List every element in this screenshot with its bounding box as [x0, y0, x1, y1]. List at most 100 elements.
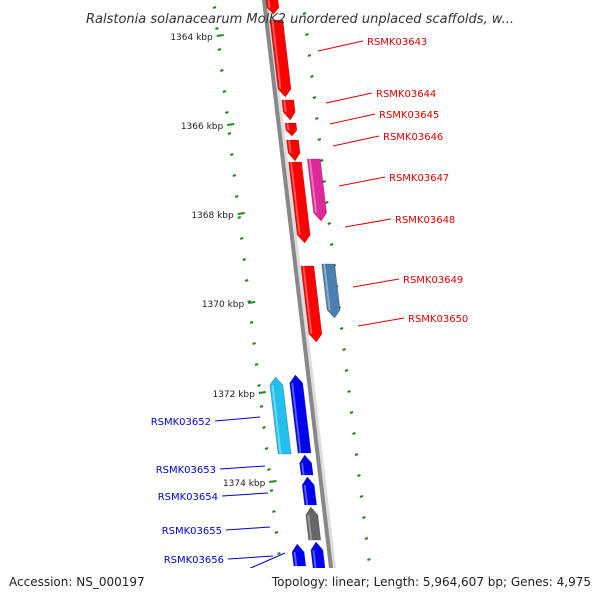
- gene-leader-line: [352, 278, 400, 288]
- ruler-tick: [272, 510, 276, 513]
- accession-text: Accession: NS_000197: [9, 575, 145, 589]
- ruler-tick: [242, 258, 246, 261]
- gene-arrow-rsmk03654-highlight: [301, 463, 305, 475]
- ruler-tick: [352, 432, 356, 435]
- gene-arrow-rsmk03643-highlight: [271, 20, 282, 89]
- gene-arrow-rsmk03648[interactable]: [288, 161, 311, 244]
- ruler-tick: [342, 348, 346, 351]
- footer-bar: [0, 568, 600, 600]
- gene-label[interactable]: RSMK03655: [162, 526, 222, 537]
- gene-arrow-rsmk03657-shape[interactable]: [291, 543, 307, 567]
- gene-arrow-rsmk03653[interactable]: [289, 374, 312, 454]
- gene-label[interactable]: RSMK03650: [408, 314, 468, 325]
- backbone-line: [262, 0, 337, 600]
- gene-arrow-rsmk03643-shape[interactable]: [269, 19, 292, 98]
- gene-arrow-rsmk03649-shape[interactable]: [321, 263, 341, 319]
- gene-label[interactable]: RSMK03646: [383, 132, 443, 143]
- gene-arrow-rsmk03645-shape[interactable]: [284, 122, 298, 137]
- gene-arrow-rsmk03647[interactable]: [306, 158, 328, 222]
- ruler-tick: [310, 75, 314, 78]
- gene-arrow-rsmk03646[interactable]: [286, 139, 301, 162]
- ruler-tick: [262, 426, 266, 429]
- ruler-tick: [249, 321, 254, 324]
- gene-label[interactable]: RSMK03656: [164, 555, 224, 566]
- gene-label[interactable]: RSMK03654: [158, 492, 218, 503]
- ruler-tick: [247, 300, 251, 303]
- gene-leader-line: [227, 555, 274, 560]
- ruler-tick: [359, 495, 364, 498]
- ruler-tick: [252, 342, 256, 345]
- gene-leader-line: [225, 526, 271, 531]
- ruler-tick: [357, 474, 361, 477]
- ruler-tick: [274, 531, 279, 534]
- gene-label[interactable]: RSMK03652: [151, 417, 211, 428]
- gene-leader-line: [317, 40, 364, 52]
- ruler-tick: [234, 195, 239, 198]
- gene-arrow-extra-0-shape[interactable]: [310, 541, 326, 569]
- ruler-tick: [259, 405, 264, 408]
- ruler-tick: [269, 489, 274, 492]
- ruler-tick: [354, 453, 359, 456]
- gene-arrow-rsmk03656-highlight: [307, 515, 313, 540]
- ruler-tick: [229, 153, 234, 156]
- ruler-tick: [267, 468, 271, 471]
- gene-arrow-rsmk03650[interactable]: [300, 265, 323, 343]
- gene-leader-line: [329, 113, 376, 125]
- gene-arrow-rsmk03655-shape[interactable]: [301, 476, 318, 506]
- ruler-tick: [222, 90, 227, 93]
- gene-arrow-rsmk03648-shape[interactable]: [288, 161, 311, 244]
- ruler-tick: [277, 552, 281, 555]
- gene-arrow-rsmk03655-highlight: [303, 485, 309, 505]
- gene-arrow-rsmk03654-shape[interactable]: [299, 454, 314, 476]
- gene-arrow-rsmk03657[interactable]: [291, 543, 307, 567]
- gene-arrow-rsmk03646-shape[interactable]: [286, 139, 301, 162]
- gene-arrow-extra-0[interactable]: [310, 541, 326, 569]
- kbp-label: 1374 kbp: [223, 479, 266, 489]
- gene-label[interactable]: RSMK03645: [379, 110, 439, 121]
- ruler-tick: [349, 411, 354, 414]
- gene-arrow-extra-2[interactable]: [265, 0, 280, 15]
- ruler-tick: [319, 159, 324, 162]
- ruler-tick: [339, 327, 344, 330]
- gene-arrow-extra-2-shape[interactable]: [265, 0, 280, 15]
- gene-arrow-rsmk03653-highlight: [291, 383, 302, 453]
- gene-arrow-rsmk03647-highlight: [308, 159, 318, 213]
- gene-label[interactable]: RSMK03653: [156, 465, 216, 476]
- ruler-tick: [305, 33, 309, 36]
- kbp-major-tick: [248, 301, 256, 304]
- gene-arrow-rsmk03654[interactable]: [299, 454, 314, 476]
- gene-arrow-rsmk03650-shape[interactable]: [300, 265, 323, 343]
- gene-arrow-rsmk03644[interactable]: [281, 99, 296, 121]
- gene-arrow-rsmk03647-shape[interactable]: [306, 158, 328, 222]
- ruler-tick: [347, 390, 351, 393]
- ruler-tick: [257, 384, 261, 387]
- gene-arrow-rsmk03656[interactable]: [305, 506, 322, 541]
- gene-arrow-rsmk03645[interactable]: [284, 122, 298, 137]
- gene-label[interactable]: RSMK03647: [389, 173, 449, 184]
- gene-arrow-rsmk03656-shape[interactable]: [305, 506, 322, 541]
- gene-label[interactable]: RSMK03648: [395, 215, 455, 226]
- gene-label[interactable]: RSMK03643: [367, 37, 427, 48]
- gene-arrow-rsmk03652[interactable]: [269, 376, 292, 455]
- gene-leader-line: [214, 416, 261, 422]
- gene-arrow-rsmk03650-highlight: [302, 266, 313, 334]
- gene-label[interactable]: RSMK03644: [376, 89, 436, 100]
- gene-arrow-rsmk03655[interactable]: [301, 476, 318, 506]
- ruler-tick: [264, 447, 269, 450]
- gene-arrow-rsmk03643[interactable]: [269, 19, 292, 98]
- gene-label[interactable]: RSMK03649: [403, 275, 463, 286]
- gene-arrow-rsmk03649[interactable]: [321, 263, 341, 319]
- gene-arrow-rsmk03644-shape[interactable]: [281, 99, 296, 121]
- ruler-tick: [225, 111, 229, 114]
- gene-arrow-rsmk03652-highlight: [271, 385, 282, 454]
- ruler-tick: [344, 369, 349, 372]
- gene-arrow-rsmk03653-shape[interactable]: [289, 374, 312, 454]
- ruler-tick: [329, 243, 334, 246]
- ruler-tick: [244, 279, 249, 282]
- backbone: [262, 0, 340, 600]
- gene-arrow-rsmk03652-shape[interactable]: [269, 376, 292, 455]
- kbp-label: 1368 kbp: [191, 211, 234, 221]
- ruler-tick: [307, 54, 312, 57]
- gene-arrow-extra-0-highlight: [312, 550, 317, 568]
